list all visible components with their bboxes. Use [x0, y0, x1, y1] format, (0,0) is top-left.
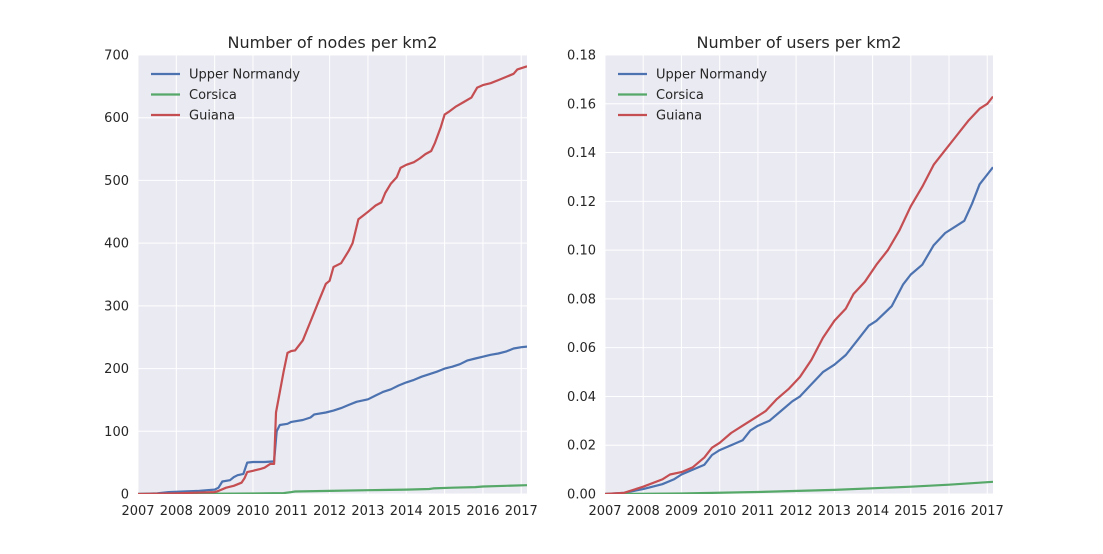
legend-label: Guiana	[656, 109, 702, 124]
x-tick-label: 2007	[588, 504, 621, 519]
chart-users-per-km2: 0.00 0.02 0.04 0.06 0.08 0.10 0.12 0.14 0.16 0.18…	[567, 33, 1004, 519]
x-tick-label: 2008	[627, 504, 660, 519]
series-line-guiana	[605, 95, 993, 494]
x-tick-label: 2009	[198, 504, 231, 519]
y-tick-label: 400	[104, 237, 129, 252]
x-tick-label: 2014	[390, 504, 423, 519]
series-line-upper-normandy	[138, 345, 527, 494]
x-tick-label: 2013	[818, 504, 851, 519]
x-tick-label: 2017	[505, 504, 538, 519]
y-tick-label: 500	[104, 174, 129, 189]
x-tick-label: 2012	[780, 504, 813, 519]
chart-nodes-per-km2: 0 100 200 300 400 500 600 700 2007 2008 2009 2010 20…	[104, 33, 538, 519]
x-tick-label: 2007	[121, 504, 154, 519]
y-tick-label: 100	[104, 425, 129, 440]
legend-label: Corsica	[189, 88, 237, 103]
series-line-corsica	[605, 480, 993, 494]
series-line-corsica	[138, 484, 527, 494]
x-tick-label: 2010	[703, 504, 736, 519]
x-tick-label: 2014	[856, 504, 889, 519]
y-tick-label: 0.00	[567, 488, 596, 503]
y-tick-label: 600	[104, 111, 129, 126]
y-tick-label: 0.14	[567, 146, 596, 161]
chart-title: Number of nodes per km2	[228, 33, 438, 52]
legend-label: Upper Normandy	[189, 68, 300, 83]
x-tick-label: 2015	[894, 504, 927, 519]
y-tick-label: 200	[104, 362, 129, 377]
series-line-guiana	[138, 65, 527, 494]
x-tick-label: 2017	[971, 504, 1004, 519]
y-tick-label: 0.18	[567, 49, 596, 64]
x-tick-label: 2010	[236, 504, 269, 519]
y-tick-label: 0.12	[567, 195, 596, 210]
x-tick-label: 2011	[741, 504, 774, 519]
y-tick-label: 0.04	[567, 390, 596, 405]
plot-area	[605, 55, 993, 494]
y-tick-label: 700	[104, 49, 129, 64]
y-tick-label: 0.16	[567, 97, 596, 112]
y-tick-label: 0	[121, 488, 129, 503]
x-tick-label: 2016	[932, 504, 965, 519]
x-tick-label: 2016	[466, 504, 499, 519]
x-tick-label: 2011	[275, 504, 308, 519]
y-tick-label: 0.08	[567, 292, 596, 307]
x-tick-label: 2012	[313, 504, 346, 519]
y-tick-label: 0.10	[567, 244, 596, 259]
x-tick-label: 2008	[160, 504, 193, 519]
series-line-upper-normandy	[605, 166, 993, 494]
x-tick-label: 2009	[665, 504, 698, 519]
legend-label: Upper Normandy	[656, 68, 767, 83]
x-tick-label: 2015	[428, 504, 461, 519]
y-tick-label: 0.02	[567, 439, 596, 454]
y-tick-label: 0.06	[567, 341, 596, 356]
chart-title: Number of users per km2	[697, 33, 902, 52]
y-tick-label: 300	[104, 299, 129, 314]
legend-label: Guiana	[189, 109, 235, 124]
x-tick-label: 2013	[351, 504, 384, 519]
legend-label: Corsica	[656, 88, 704, 103]
